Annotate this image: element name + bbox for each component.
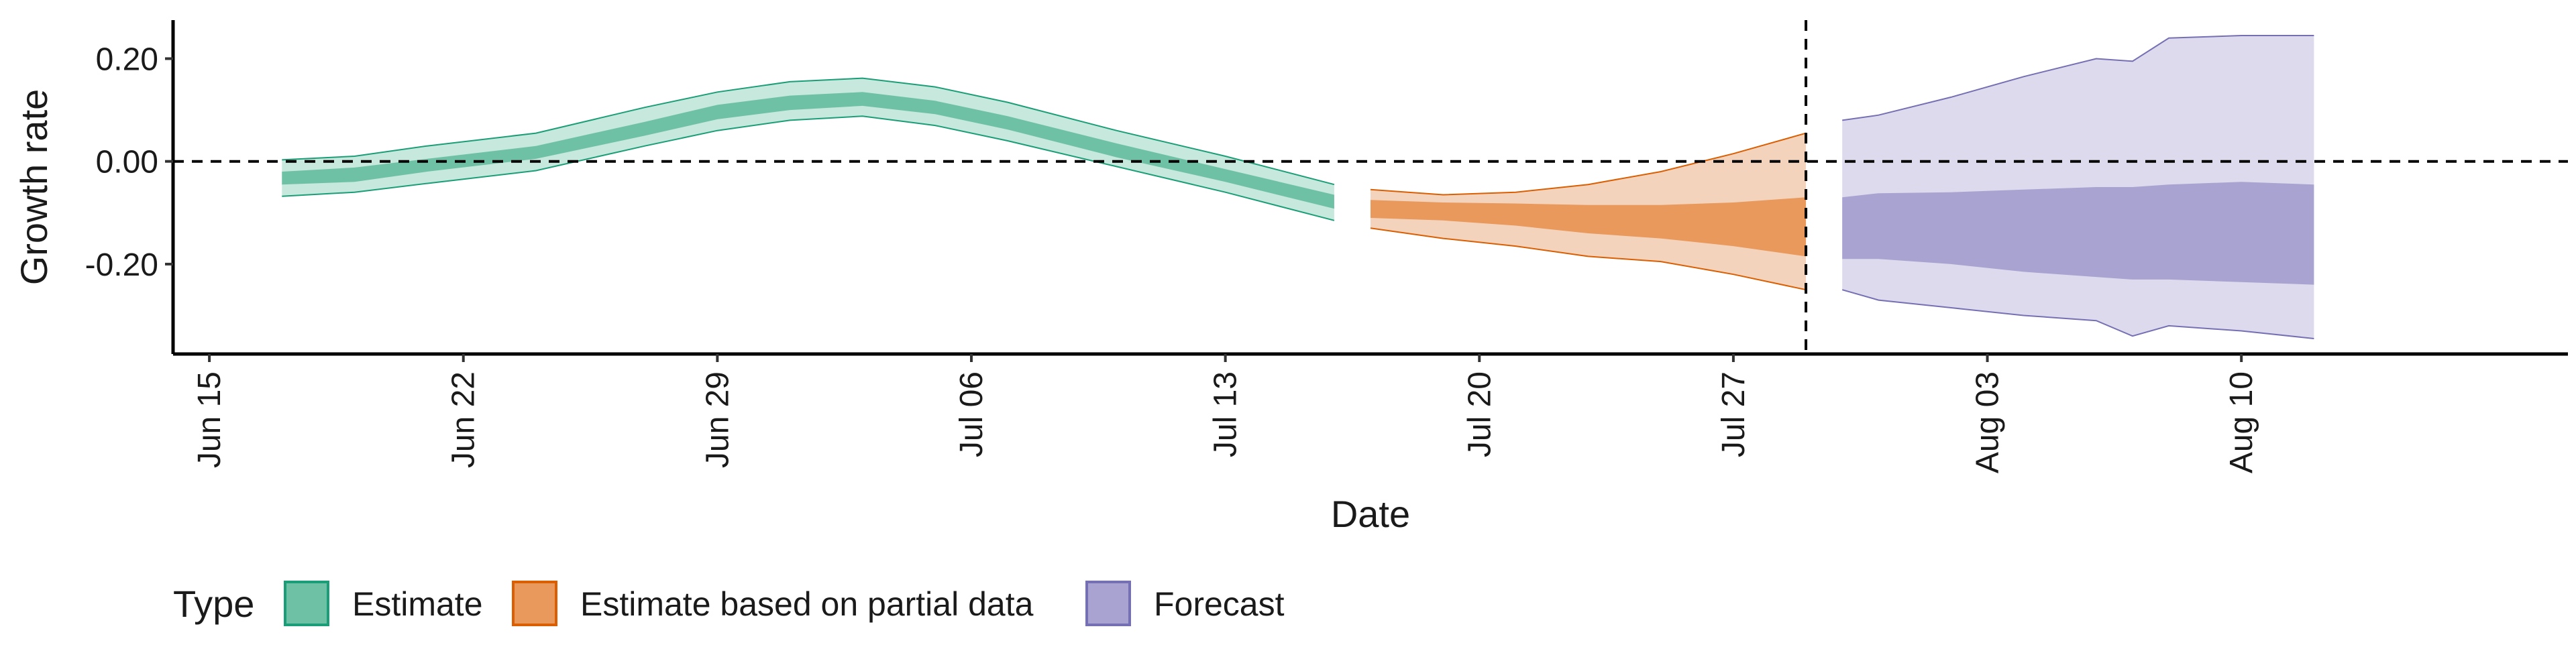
x-axis-title: Date	[1331, 493, 1410, 535]
x-tick-label: Jun 15	[192, 371, 227, 468]
legend-title: Type	[173, 583, 254, 625]
series-0-inner-band	[282, 92, 1334, 209]
legend-label-1: Estimate based on partial data	[580, 585, 1034, 623]
x-tick-label: Aug 10	[2224, 371, 2259, 473]
reference-lines	[173, 20, 2568, 354]
series-0-upper-edge	[282, 77, 1335, 186]
series-2-lower-edge	[1841, 289, 2314, 339]
x-tick-label: Jul 13	[1208, 371, 1244, 457]
x-tick-label: Jun 29	[700, 371, 735, 468]
legend-key-2	[1085, 581, 1131, 626]
axes: 0.20 0.00 -0.20 Jun 15 Jun 22 Jun 29 Jul 06 Jul…	[85, 20, 2568, 473]
y-axis-title: Growth rate	[13, 89, 55, 286]
series-2-inner-band	[1842, 182, 2314, 285]
x-tick-label: Jul 20	[1462, 371, 1497, 457]
bands-layer	[282, 35, 2314, 339]
series-2	[1841, 35, 2314, 339]
legend: Type Estimate Estimate based on partial d…	[173, 581, 1285, 626]
legend-label-0: Estimate	[352, 585, 483, 623]
y-tick-label: -0.20	[85, 247, 158, 283]
series-1-upper-edge	[1370, 132, 1807, 196]
y-tick-label: 0.00	[96, 145, 158, 180]
x-tick-label: Aug 03	[1970, 371, 2006, 473]
series-0-lower-edge	[282, 115, 1335, 221]
series-1-inner-band	[1371, 197, 1807, 257]
legend-key-1	[512, 581, 557, 626]
x-tick-label: Jul 06	[954, 371, 989, 457]
x-tick-label: Jun 22	[446, 371, 482, 468]
series-1	[1370, 132, 1807, 291]
legend-key-0	[284, 581, 329, 626]
series-0	[282, 77, 1335, 221]
x-tick-label: Jul 27	[1716, 371, 1752, 457]
series-2-upper-edge	[1842, 35, 2314, 121]
y-tick-label: 0.20	[96, 42, 158, 77]
legend-label-2: Forecast	[1154, 585, 1285, 623]
series-1-lower-edge	[1370, 227, 1807, 291]
